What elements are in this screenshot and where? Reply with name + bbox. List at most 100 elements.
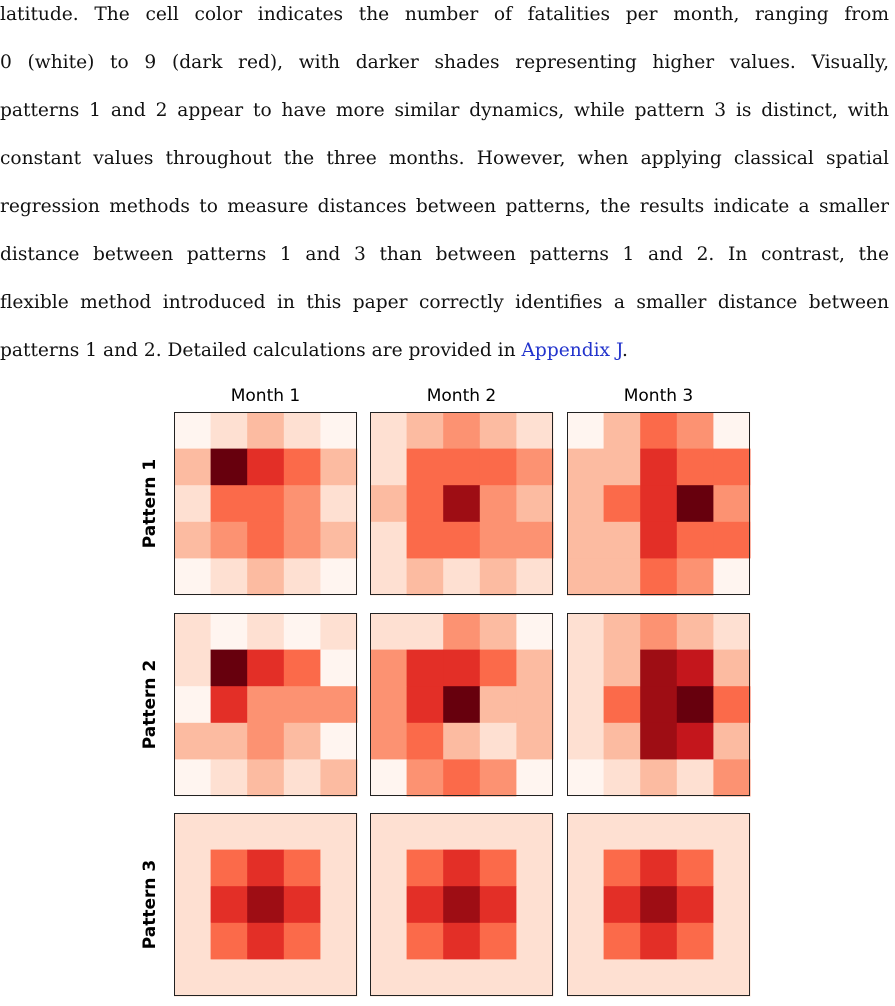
heatmap-cell [320, 813, 358, 851]
heatmap-cell [713, 521, 751, 559]
heatmap-cell [676, 649, 714, 687]
heatmap-cell [370, 521, 408, 559]
heatmap-cell [210, 722, 248, 760]
paragraph-text: . [621, 340, 628, 361]
heatmap-cell [174, 613, 212, 651]
heatmap-cell [174, 558, 212, 596]
heatmap-cell [713, 849, 751, 887]
heatmap-cell [320, 886, 358, 924]
heatmap-cell [676, 813, 714, 851]
heatmap-cell [247, 722, 285, 760]
heatmap-cell [247, 922, 285, 960]
heatmap-cell [247, 759, 285, 797]
heatmap-cell [567, 448, 605, 486]
heatmap-cell [247, 886, 285, 924]
heatmap-cell [370, 886, 408, 924]
column-title: Month 1 [231, 386, 301, 406]
row-label: Pattern 2 [140, 660, 160, 750]
heatmap-cell [640, 849, 678, 887]
heatmap-cell [370, 686, 408, 724]
heatmap-cell [603, 759, 641, 797]
heatmap-cell [516, 412, 554, 450]
heatmap-cell [174, 649, 212, 687]
heatmap-cell [516, 613, 554, 651]
heatmap-cell [174, 686, 212, 724]
heatmap-cell [210, 959, 248, 997]
heatmap-cell [320, 412, 358, 450]
heatmap-cell [713, 759, 751, 797]
appendix-link[interactable]: Appendix J [521, 340, 622, 361]
heatmap-cell [320, 722, 358, 760]
heatmap-cell [247, 686, 285, 724]
heatmap-cell [516, 485, 554, 523]
heatmap-cell [567, 485, 605, 523]
heatmap-cell [406, 886, 444, 924]
heatmap-cell [174, 886, 212, 924]
panel-frame [567, 412, 750, 595]
heatmap-cell [320, 485, 358, 523]
heatmap-cell [676, 722, 714, 760]
heatmap-cell [603, 649, 641, 687]
heatmap-cell [603, 412, 641, 450]
heatmap-cell [713, 558, 751, 596]
heatmap-cell [210, 649, 248, 687]
heatmap-cell [406, 521, 444, 559]
heatmap-cell [603, 448, 641, 486]
heatmap-cell [210, 686, 248, 724]
heatmap-cell [370, 959, 408, 997]
heatmap-cell [516, 521, 554, 559]
heatmap-cell [370, 649, 408, 687]
heatmap-cell [713, 686, 751, 724]
heatmap-cell [479, 813, 517, 851]
heatmap-cell [210, 485, 248, 523]
heatmap-cell [676, 485, 714, 523]
heatmap-cell [443, 649, 481, 687]
heatmap-cell [247, 558, 285, 596]
heatmap-cell [406, 558, 444, 596]
heatmap-cell [283, 412, 321, 450]
heatmap-cell [603, 849, 641, 887]
heatmap-cell [567, 558, 605, 596]
heatmap-cell [567, 412, 605, 450]
panel-frame [370, 412, 553, 595]
heatmap-cell [516, 922, 554, 960]
heatmap-cell [479, 412, 517, 450]
heatmap-cell [479, 959, 517, 997]
heatmap-cell [567, 959, 605, 997]
heatmap-cell [713, 649, 751, 687]
heatmap-cell [443, 448, 481, 486]
paragraph-line: patterns 1 and 2 appear to have more sim… [0, 100, 889, 121]
heatmap-cell [320, 448, 358, 486]
heatmap-cell [283, 849, 321, 887]
heatmap-cell [283, 558, 321, 596]
heatmap-cell [443, 922, 481, 960]
heatmap-cell [603, 722, 641, 760]
heatmap-cell [603, 886, 641, 924]
heatmap-cell [247, 813, 285, 851]
heatmap-cell [676, 558, 714, 596]
heatmap-cell [443, 686, 481, 724]
heatmap-cell [567, 813, 605, 851]
heatmap-cell [713, 813, 751, 851]
heatmap-cell [210, 448, 248, 486]
heatmap-cell [174, 485, 212, 523]
heatmap-cell [479, 686, 517, 724]
heatmap-cell [443, 813, 481, 851]
heatmap-cell [370, 558, 408, 596]
heatmap-cell [283, 649, 321, 687]
heatmap-cell [247, 959, 285, 997]
heatmap-cell [603, 813, 641, 851]
heatmap-cell [406, 959, 444, 997]
heatmap-cell [283, 485, 321, 523]
heatmap-cell [210, 849, 248, 887]
panel-frame [370, 813, 553, 996]
paragraph-line: flexible method introduced in this paper… [0, 292, 889, 313]
heatmap-cell [174, 959, 212, 997]
heatmap-cell [603, 521, 641, 559]
heatmap-cell [406, 813, 444, 851]
panel-frame [370, 613, 553, 796]
heatmap-cell [406, 448, 444, 486]
heatmap-cell [640, 922, 678, 960]
heatmap-cell [603, 959, 641, 997]
heatmap-cell [210, 558, 248, 596]
